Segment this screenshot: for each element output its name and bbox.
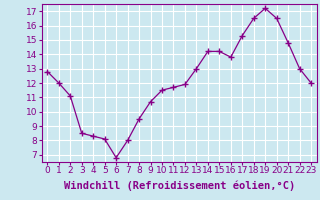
- X-axis label: Windchill (Refroidissement éolien,°C): Windchill (Refroidissement éolien,°C): [64, 181, 295, 191]
